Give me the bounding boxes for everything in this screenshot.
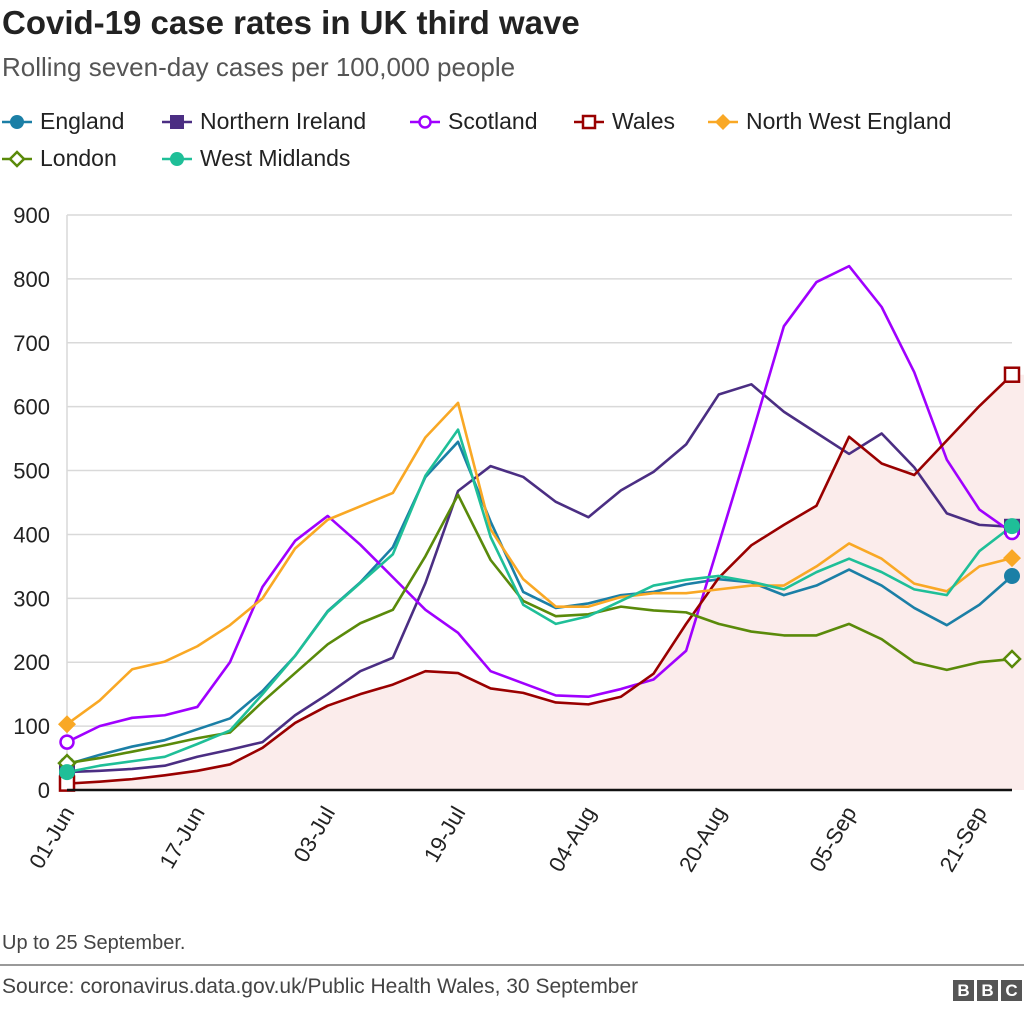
line-england (66, 440, 1013, 766)
x-tick-label: 20-Aug (674, 802, 731, 876)
x-tick-label: 19-Jul (419, 802, 471, 866)
legend-swatch-london (2, 149, 32, 168)
series-scotland (66, 264, 1013, 744)
legend-swatch-north-west-england (708, 113, 738, 130)
y-tick-label: 0 (38, 778, 50, 803)
start-marker-scotland (59, 734, 75, 750)
legend-item-england: England (0, 108, 124, 135)
y-tick-label: 400 (13, 522, 50, 547)
line-chart: 0 100 200 300 400 500 600 700 800 900 01-Jun 17-Jun… (13, 203, 1024, 876)
end-marker-london (1002, 649, 1022, 669)
legend-swatch-england (2, 114, 32, 129)
footnote: Up to 25 September. (2, 932, 186, 954)
x-tick-label: 05-Sep (804, 802, 861, 876)
x-tick-label: 21-Sep (935, 802, 992, 876)
y-tick-label: 100 (13, 714, 50, 739)
legend-swatch-wales (574, 114, 604, 129)
end-marker-england (1004, 567, 1020, 584)
y-tick-label: 200 (13, 650, 50, 675)
y-tick-label: 700 (13, 331, 50, 356)
y-tick-label: 900 (13, 203, 50, 228)
end-marker-west-midlands (1004, 518, 1020, 535)
divider (0, 964, 1024, 966)
legend-item-london: London (0, 145, 117, 172)
chart-title: Covid-19 case rates in UK third wave (2, 4, 580, 41)
legend-label: North West England (746, 108, 952, 134)
line-west-midlands (66, 428, 1013, 774)
y-tick-label: 600 (13, 395, 50, 420)
series-england (66, 440, 1013, 766)
legend-label: Scotland (448, 108, 538, 134)
y-tick-label: 300 (13, 586, 50, 611)
end-marker-wales (1003, 366, 1021, 383)
legend-item-north-west-england: North West England (706, 108, 951, 135)
legend-marker-north-west-england (715, 113, 731, 130)
legend-marker-wales (581, 114, 597, 129)
legend-item-northern-ireland: Northern Ireland (160, 108, 366, 135)
area-wales (67, 374, 1024, 790)
legend-marker-west-midlands (170, 151, 184, 166)
chart-subtitle: Rolling seven-day cases per 100,000 peop… (2, 52, 516, 82)
start-marker-north-west-england (58, 715, 76, 734)
y-tick-label: 800 (13, 267, 50, 292)
legend-item-wales: Wales (572, 108, 675, 135)
line-scotland (66, 264, 1013, 744)
legend-marker-london (8, 149, 26, 168)
legend-swatch-scotland (410, 114, 440, 129)
legend-item-scotland: Scotland (408, 108, 538, 135)
series-north-west-england (66, 401, 1013, 726)
legend-marker-scotland (418, 114, 432, 129)
legend-swatch-northern-ireland (162, 114, 192, 129)
line-north-west-england (66, 401, 1013, 726)
line-wales (66, 373, 1013, 785)
legend-label: Wales (612, 108, 676, 134)
legend-marker-northern-ireland (170, 114, 184, 129)
legend-marker-england (10, 114, 24, 129)
x-tick-label: 04-Aug (544, 802, 601, 876)
line-northern-ireland (66, 383, 1013, 774)
start-marker-west-midlands (59, 764, 75, 781)
x-tick-label: 01-Jun (24, 802, 79, 873)
y-tick-label: 500 (13, 459, 50, 484)
legend-swatch-west-midlands (162, 151, 192, 166)
x-tick-label: 03-Jul (288, 802, 340, 866)
legend-label: Northern Ireland (200, 108, 367, 134)
legend-label: England (40, 108, 125, 134)
legend-label: London (40, 145, 117, 171)
series-wales (66, 373, 1013, 785)
x-tick-label: 17-Jun (154, 802, 209, 873)
legend-label: West Midlands (200, 145, 351, 171)
source-text: Source: coronavirus.data.gov.uk/Public H… (2, 975, 639, 998)
end-marker-north-west-england (1003, 549, 1021, 568)
legend-item-west-midlands: West Midlands (160, 145, 350, 172)
series-west-midlands (66, 428, 1013, 774)
series-northern-ireland (66, 383, 1013, 774)
